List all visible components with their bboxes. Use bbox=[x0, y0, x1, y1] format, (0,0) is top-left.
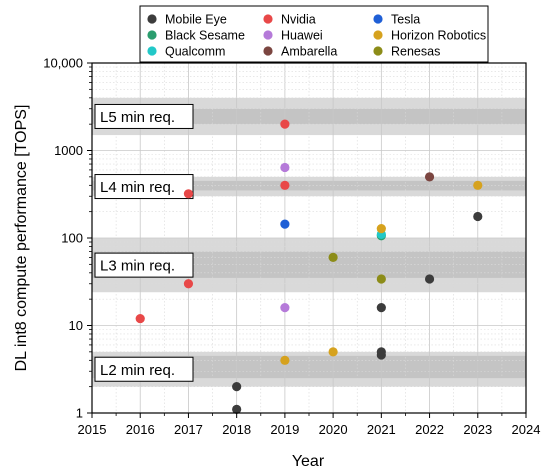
band-labels-layer: L5 min req. L4 min req. L3 min req. L2 min … bbox=[94, 103, 194, 382]
x-tick-label: 2017 bbox=[174, 422, 203, 437]
data-point bbox=[376, 350, 386, 360]
x-tick-label: 2015 bbox=[78, 422, 107, 437]
legend-label: Black Sesame bbox=[165, 29, 245, 43]
y-axis-title: DL int8 compute performance [TOPS] bbox=[13, 105, 30, 372]
data-point bbox=[473, 180, 483, 190]
y-tick-label: 1 bbox=[76, 406, 83, 421]
band-label: L4 min req. bbox=[100, 179, 175, 196]
x-tick-label: 2019 bbox=[270, 422, 299, 437]
data-point bbox=[280, 219, 290, 229]
data-point bbox=[280, 180, 290, 190]
data-point bbox=[232, 382, 242, 392]
legend-label: Ambarella bbox=[281, 45, 337, 59]
legend-marker bbox=[263, 14, 273, 24]
x-tick-label: 2024 bbox=[512, 422, 541, 437]
band-label-box bbox=[94, 174, 194, 200]
legend-label: Nvidia bbox=[281, 13, 316, 27]
legend: Mobile Eye Black Sesame Qualcomm Nvidia Huaw… bbox=[139, 5, 489, 63]
data-point bbox=[280, 162, 290, 173]
band-label-box bbox=[94, 356, 194, 382]
data-point bbox=[376, 224, 386, 234]
legend-marker bbox=[147, 30, 157, 40]
data-point bbox=[424, 172, 435, 182]
legend-marker bbox=[373, 14, 383, 24]
legend-label: Renesas bbox=[391, 45, 440, 59]
legend-label: Tesla bbox=[391, 13, 420, 27]
data-point bbox=[280, 355, 290, 365]
data-point bbox=[328, 347, 338, 357]
band-inner bbox=[92, 355, 526, 379]
data-point bbox=[183, 279, 194, 289]
legend-marker bbox=[263, 46, 273, 56]
data-point bbox=[376, 274, 386, 284]
data-point bbox=[424, 274, 435, 284]
x-axis-title: Year bbox=[292, 453, 325, 470]
x-tick-label: 2018 bbox=[222, 422, 251, 437]
legend-label: Mobile Eye bbox=[165, 13, 227, 27]
data-point bbox=[183, 189, 194, 199]
data-point bbox=[232, 404, 242, 414]
legend-marker bbox=[373, 30, 383, 40]
x-tick-label: 2022 bbox=[415, 422, 444, 437]
y-tick-label: 100 bbox=[61, 231, 83, 246]
data-point bbox=[135, 313, 145, 324]
y-tick-label: 1000 bbox=[54, 143, 83, 158]
legend-marker bbox=[147, 14, 157, 24]
data-point bbox=[328, 252, 338, 263]
band-label-box bbox=[94, 252, 194, 278]
legend-marker bbox=[147, 46, 157, 56]
data-point bbox=[376, 303, 386, 313]
points-layer bbox=[135, 119, 483, 414]
y-tick-label: 10,000 bbox=[43, 56, 83, 71]
legend-marker bbox=[263, 30, 273, 40]
y-tick-label: 10 bbox=[69, 318, 83, 333]
data-point bbox=[280, 303, 290, 313]
legend-box bbox=[139, 5, 489, 63]
x-tick-label: 2020 bbox=[319, 422, 348, 437]
band-label: L2 min req. bbox=[100, 362, 175, 379]
legend-label: Qualcomm bbox=[165, 45, 225, 59]
x-tick-label: 2023 bbox=[463, 422, 492, 437]
data-point bbox=[280, 119, 290, 129]
data-point bbox=[473, 211, 483, 222]
band-label: L3 min req. bbox=[100, 258, 175, 275]
legend-label: Horizon Robotics bbox=[391, 29, 486, 43]
axes-layer: 2015 2016 2017 2018 2019 2020 2021 2022 2023 2024… bbox=[43, 56, 540, 438]
x-tick-label: 2016 bbox=[126, 422, 155, 437]
legend-marker bbox=[373, 46, 383, 56]
band-label-box bbox=[94, 103, 194, 129]
legend-label: Huawei bbox=[281, 29, 323, 43]
band-label: L5 min req. bbox=[100, 109, 175, 126]
x-tick-label: 2021 bbox=[367, 422, 396, 437]
